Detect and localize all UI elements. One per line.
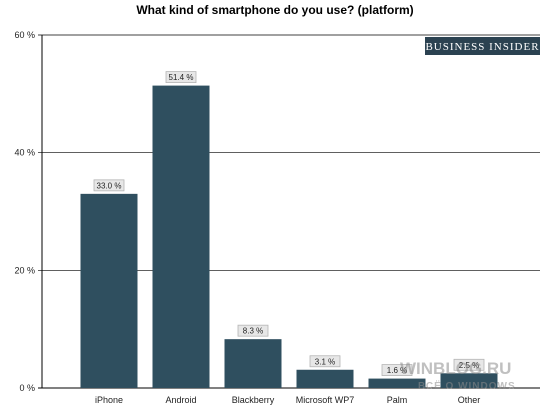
labels-layer: iPhone 33.0 % Android 51.4 % Blackberry 8.3 %… xyxy=(93,71,485,405)
y-tick-label: 20 % xyxy=(14,265,35,275)
data-label: 33.0 % xyxy=(97,181,122,190)
brand-logo-text: BUSINESS INSIDER xyxy=(425,41,539,53)
data-label-box xyxy=(309,355,341,368)
data-label-box xyxy=(165,71,197,83)
data-label: 2.5 % xyxy=(459,361,479,370)
y-tick-label: 40 % xyxy=(14,148,35,158)
data-label-box xyxy=(381,364,413,376)
x-tick-label: Microsoft WP7 xyxy=(296,395,355,405)
x-tick-label: Palm xyxy=(387,395,408,405)
bar-microsoft-wp7 xyxy=(296,369,354,388)
bars-layer xyxy=(80,85,498,388)
data-label: 51.4 % xyxy=(169,73,194,82)
watermark: WINBLOG.RU ВСЁ О WINDOWS xyxy=(400,359,516,392)
x-tick-label: iPhone xyxy=(95,395,123,405)
y-tick-label: 0 % xyxy=(19,383,35,393)
bar-android xyxy=(152,85,210,388)
bar-other xyxy=(440,373,498,388)
data-label-box xyxy=(453,358,485,371)
watermark-line1: WINBLOG.RU xyxy=(400,359,511,378)
y-tick-label: 60 % xyxy=(14,30,35,40)
chart-title: What kind of smartphone do you use? (pla… xyxy=(136,3,414,17)
data-label: 8.3 % xyxy=(243,327,263,336)
watermark-line2: ВСЁ О WINDOWS xyxy=(418,379,516,392)
data-label: 3.1 % xyxy=(315,357,335,366)
x-tick-label: Other xyxy=(458,395,481,405)
x-tick-label: Android xyxy=(165,395,196,405)
data-label-box xyxy=(93,179,125,192)
bar-palm xyxy=(368,378,426,388)
data-label: 1.6 % xyxy=(387,366,407,375)
x-tick-label: Blackberry xyxy=(232,395,275,405)
bar-iphone xyxy=(80,193,138,388)
data-label-box xyxy=(237,324,269,337)
bar-blackberry xyxy=(224,339,282,388)
business-insider-logo: BUSINESS INSIDER xyxy=(425,37,540,55)
